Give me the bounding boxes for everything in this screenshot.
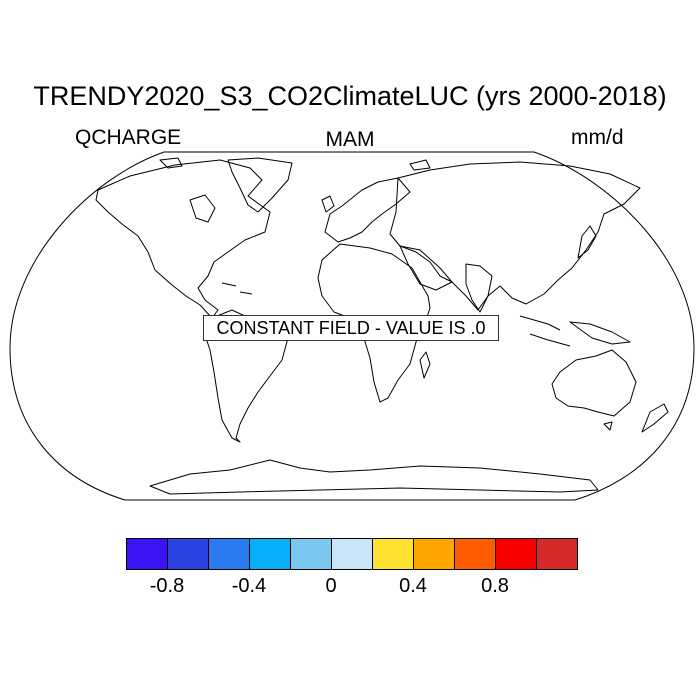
australia-coast	[551, 349, 637, 417]
colorbar-box	[373, 539, 414, 569]
colorbar-box	[455, 539, 496, 569]
season-label: MAM	[325, 128, 375, 151]
british-isles	[321, 195, 335, 213]
north-america-coast	[95, 159, 271, 319]
colorbar-box	[332, 539, 373, 569]
units-label: mm/d	[571, 126, 624, 149]
colorbar-tick-label: -0.4	[231, 575, 267, 597]
colorbar	[126, 538, 578, 570]
map-boundary	[9, 151, 695, 501]
africa-coast	[317, 243, 431, 403]
greenland-coast	[227, 157, 293, 213]
colorbar-tick-label: 0.4	[399, 575, 427, 597]
colorbar-box	[496, 539, 537, 569]
colorbar-tick-label: 0.8	[481, 575, 509, 597]
hudson-bay	[189, 194, 216, 223]
colorbar-box	[209, 539, 250, 569]
colorbar-box	[414, 539, 455, 569]
antarctica-coast	[149, 459, 599, 495]
figure-title: TRENDY2020_S3_CO2ClimateLUC (yrs 2000-20…	[33, 81, 667, 111]
arabian-peninsula	[399, 245, 453, 291]
colorbar-box	[168, 539, 209, 569]
caribbean-islands	[221, 282, 253, 295]
japan-islands	[577, 225, 597, 259]
asia-coast	[389, 161, 641, 311]
tasmania	[603, 421, 613, 431]
southeast-asia-islands	[519, 315, 631, 347]
colorbar-box	[127, 539, 168, 569]
variable-label: QCHARGE	[75, 126, 182, 149]
colorbar-box	[291, 539, 332, 569]
colorbar-box	[250, 539, 291, 569]
arctic-islands	[159, 157, 431, 171]
europe-coast	[324, 177, 411, 243]
colorbar-box	[537, 539, 577, 569]
colorbar-tick-label: 0	[325, 575, 337, 597]
new-zealand	[641, 403, 669, 433]
india-coast	[465, 263, 493, 313]
constant-field-notice: CONSTANT FIELD - VALUE IS .0	[203, 315, 499, 341]
colorbar-tick-label: -0.8	[149, 575, 185, 597]
madagascar	[419, 351, 431, 379]
